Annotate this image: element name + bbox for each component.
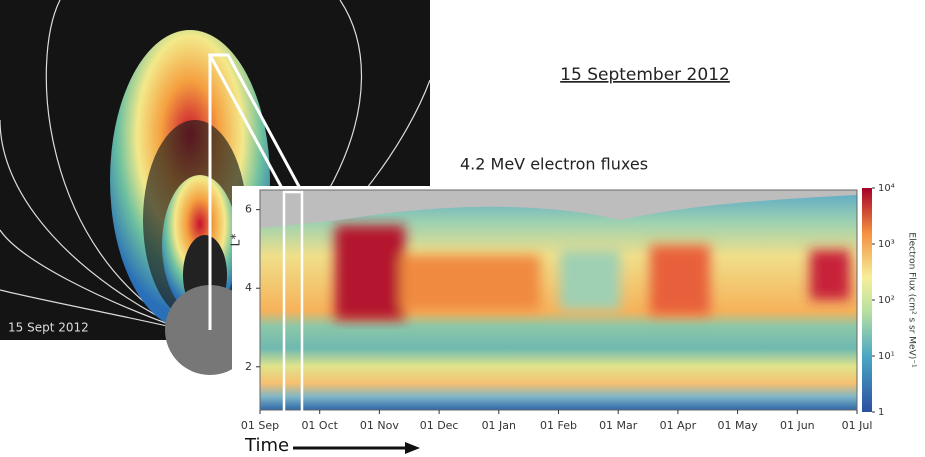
- time-arrow: [293, 442, 420, 454]
- colorbar-label: Electron Flux (cm² s sr MeV)⁻¹: [907, 232, 917, 368]
- x-tick-label: 01 Jun: [780, 419, 815, 432]
- colorbar-tick-label: 10³: [878, 239, 895, 250]
- figure-title: 15 September 2012: [560, 65, 730, 85]
- colorbar-tick-label: 10¹: [878, 351, 895, 362]
- y-axis-label: L*: [229, 234, 243, 247]
- x-tick-label: 01 Jan: [482, 419, 516, 432]
- x-tick-label: 01 Mar: [599, 419, 638, 432]
- x-tick-label: 01 May: [717, 419, 758, 432]
- image-caption: 15 Sept 2012: [8, 321, 89, 335]
- x-tick-label: 01 Apr: [660, 419, 697, 432]
- x-tick-label: 01 Feb: [540, 419, 577, 432]
- x-tick-label: 01 Oct: [301, 419, 338, 432]
- time-label: Time: [244, 435, 289, 456]
- colorbar-tick-label: 1: [878, 407, 884, 418]
- plot-title: 4.2 MeV electron fluxes: [460, 155, 648, 174]
- y-tick-label: 6: [245, 203, 252, 216]
- x-tick-label: 01 Dec: [420, 419, 459, 432]
- x-tick-label: 01 Jul: [842, 419, 873, 432]
- heatmap: [260, 190, 857, 410]
- x-tick-label: 01 Nov: [360, 419, 399, 432]
- y-tick-label: 2: [245, 360, 252, 373]
- colorbar-tick-label: 10⁴: [878, 183, 895, 194]
- colorbar-tick-label: 10²: [878, 295, 895, 306]
- x-tick-label: 01 Sep: [241, 419, 279, 432]
- colorbar: [862, 188, 872, 412]
- y-tick-label: 4: [245, 281, 252, 294]
